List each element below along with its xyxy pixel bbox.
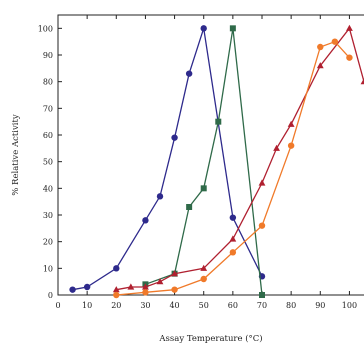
data-point <box>156 278 164 285</box>
data-point <box>258 179 266 186</box>
x-tick-label: 30 <box>140 301 150 310</box>
y-axis: 0 10 20 30 40 50 60 70 80 90 100 <box>38 24 62 300</box>
data-point <box>171 270 178 277</box>
y-tick-label: 60 <box>43 131 53 140</box>
series-line <box>116 26 364 291</box>
y-tick-label: 20 <box>43 238 53 247</box>
y-tick-label: 0 <box>48 291 53 300</box>
x-tick-label: 70 <box>257 301 267 310</box>
data-point <box>185 70 193 77</box>
x-tick-label: 0 <box>55 301 60 310</box>
y-tick-label: 10 <box>43 264 53 273</box>
x-tick-label: 60 <box>228 301 238 310</box>
data-point <box>113 265 120 272</box>
data-point <box>215 118 222 125</box>
data-point <box>229 25 236 32</box>
data-point <box>259 292 265 298</box>
data-point <box>112 286 120 293</box>
data-point <box>200 264 208 271</box>
x-tick-label: 90 <box>315 301 325 310</box>
data-point <box>258 222 266 229</box>
x-tick-label: 80 <box>286 301 296 310</box>
x-axis-title: Assay Temperature (°C) <box>158 333 262 344</box>
y-tick-label: 90 <box>43 51 53 60</box>
x-tick-label: 100 <box>342 301 357 310</box>
y-tick-label: 80 <box>43 78 53 87</box>
y-tick-label: 40 <box>43 184 53 193</box>
series-layer <box>69 24 364 299</box>
plot-frame <box>57 14 364 296</box>
x-tick-label: 20 <box>111 301 121 310</box>
x-tick-label: 40 <box>169 301 179 310</box>
series-3 <box>112 24 364 293</box>
data-point <box>186 204 193 210</box>
data-point <box>360 78 364 85</box>
y-tick-label: 100 <box>38 24 53 33</box>
data-point <box>229 235 237 242</box>
data-point <box>83 283 91 291</box>
y-tick-label: 50 <box>43 158 53 167</box>
data-point <box>346 24 353 31</box>
data-point <box>69 286 76 293</box>
series-line <box>145 28 263 296</box>
data-point <box>171 286 178 293</box>
y-axis-title: % Relative Activity <box>11 114 21 196</box>
data-point <box>287 142 295 149</box>
data-point <box>273 144 280 151</box>
y-tick-label: 70 <box>43 104 53 113</box>
data-point <box>142 217 149 224</box>
data-point <box>200 25 207 32</box>
data-point <box>171 134 178 141</box>
data-point <box>317 43 324 51</box>
data-point <box>316 62 324 69</box>
data-point <box>287 120 295 127</box>
data-point <box>229 214 237 221</box>
data-point <box>113 291 120 299</box>
data-point <box>200 275 207 283</box>
series-4 <box>113 38 353 299</box>
data-point <box>156 193 164 200</box>
series-2 <box>142 25 265 298</box>
data-point <box>331 38 339 45</box>
series-line <box>116 40 350 296</box>
plot-border <box>57 14 364 296</box>
x-axis: 0 10 20 30 40 50 60 70 80 90 100 <box>55 15 357 310</box>
x-tick-label: 10 <box>82 301 92 310</box>
data-point <box>200 185 207 192</box>
data-point <box>229 249 237 256</box>
data-point <box>142 289 149 296</box>
y-tick-label: 30 <box>43 211 53 220</box>
data-point <box>142 283 149 290</box>
x-tick-label: 50 <box>199 301 209 310</box>
data-point <box>127 283 135 290</box>
data-point <box>346 54 353 61</box>
